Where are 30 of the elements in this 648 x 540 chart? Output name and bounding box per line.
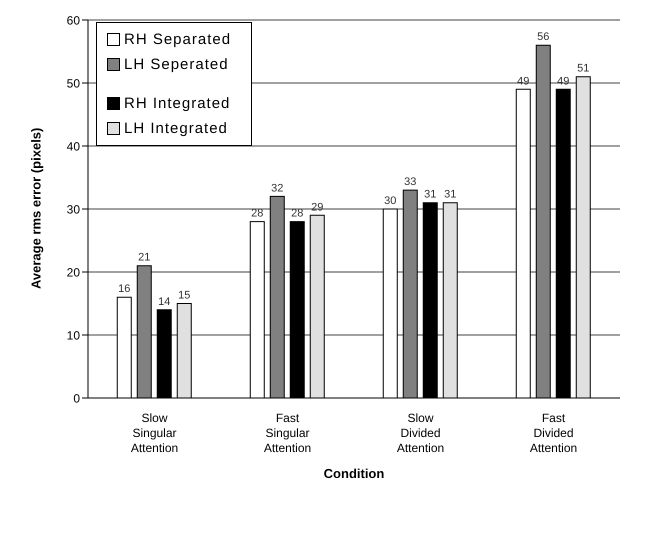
data-label: 51 bbox=[577, 62, 590, 75]
data-label: 32 bbox=[271, 182, 284, 194]
y-tick-label: 30 bbox=[66, 202, 80, 216]
data-label: 28 bbox=[291, 208, 304, 220]
y-tick-label: 20 bbox=[66, 265, 80, 280]
data-label: 30 bbox=[384, 195, 396, 207]
data-label: 28 bbox=[251, 208, 264, 220]
x-tick-label: Fast Divided Attention bbox=[530, 411, 578, 455]
data-label: 15 bbox=[178, 290, 190, 302]
y-tick-label: 60 bbox=[66, 13, 80, 28]
data-label: 16 bbox=[118, 283, 130, 296]
data-label: 21 bbox=[138, 252, 150, 264]
y-tick-label: 0 bbox=[73, 391, 80, 406]
data-label: 56 bbox=[537, 31, 550, 44]
legend-label: RH Integrated bbox=[124, 95, 230, 112]
data-label: 31 bbox=[444, 188, 456, 201]
x-axis-title: Condition bbox=[324, 466, 384, 481]
x-tick-label: Fast Singular Attention bbox=[264, 411, 312, 455]
y-tick-label: 40 bbox=[66, 139, 80, 154]
data-label: 33 bbox=[404, 176, 416, 188]
y-tick-label: 10 bbox=[66, 328, 80, 342]
x-tick-label: Slow Divided Attention bbox=[396, 411, 444, 455]
y-tick-label: 50 bbox=[66, 76, 80, 90]
legend-label: LH Integrated bbox=[124, 120, 228, 137]
data-label: 14 bbox=[158, 296, 170, 308]
legend-label: RH Separated bbox=[124, 31, 232, 48]
y-axis-title: Average rms error (pixels) bbox=[28, 128, 44, 289]
data-label: 31 bbox=[424, 188, 436, 201]
x-tick-label: Slow Singular Attention bbox=[130, 411, 178, 455]
legend-label: LH Seperated bbox=[124, 56, 229, 73]
